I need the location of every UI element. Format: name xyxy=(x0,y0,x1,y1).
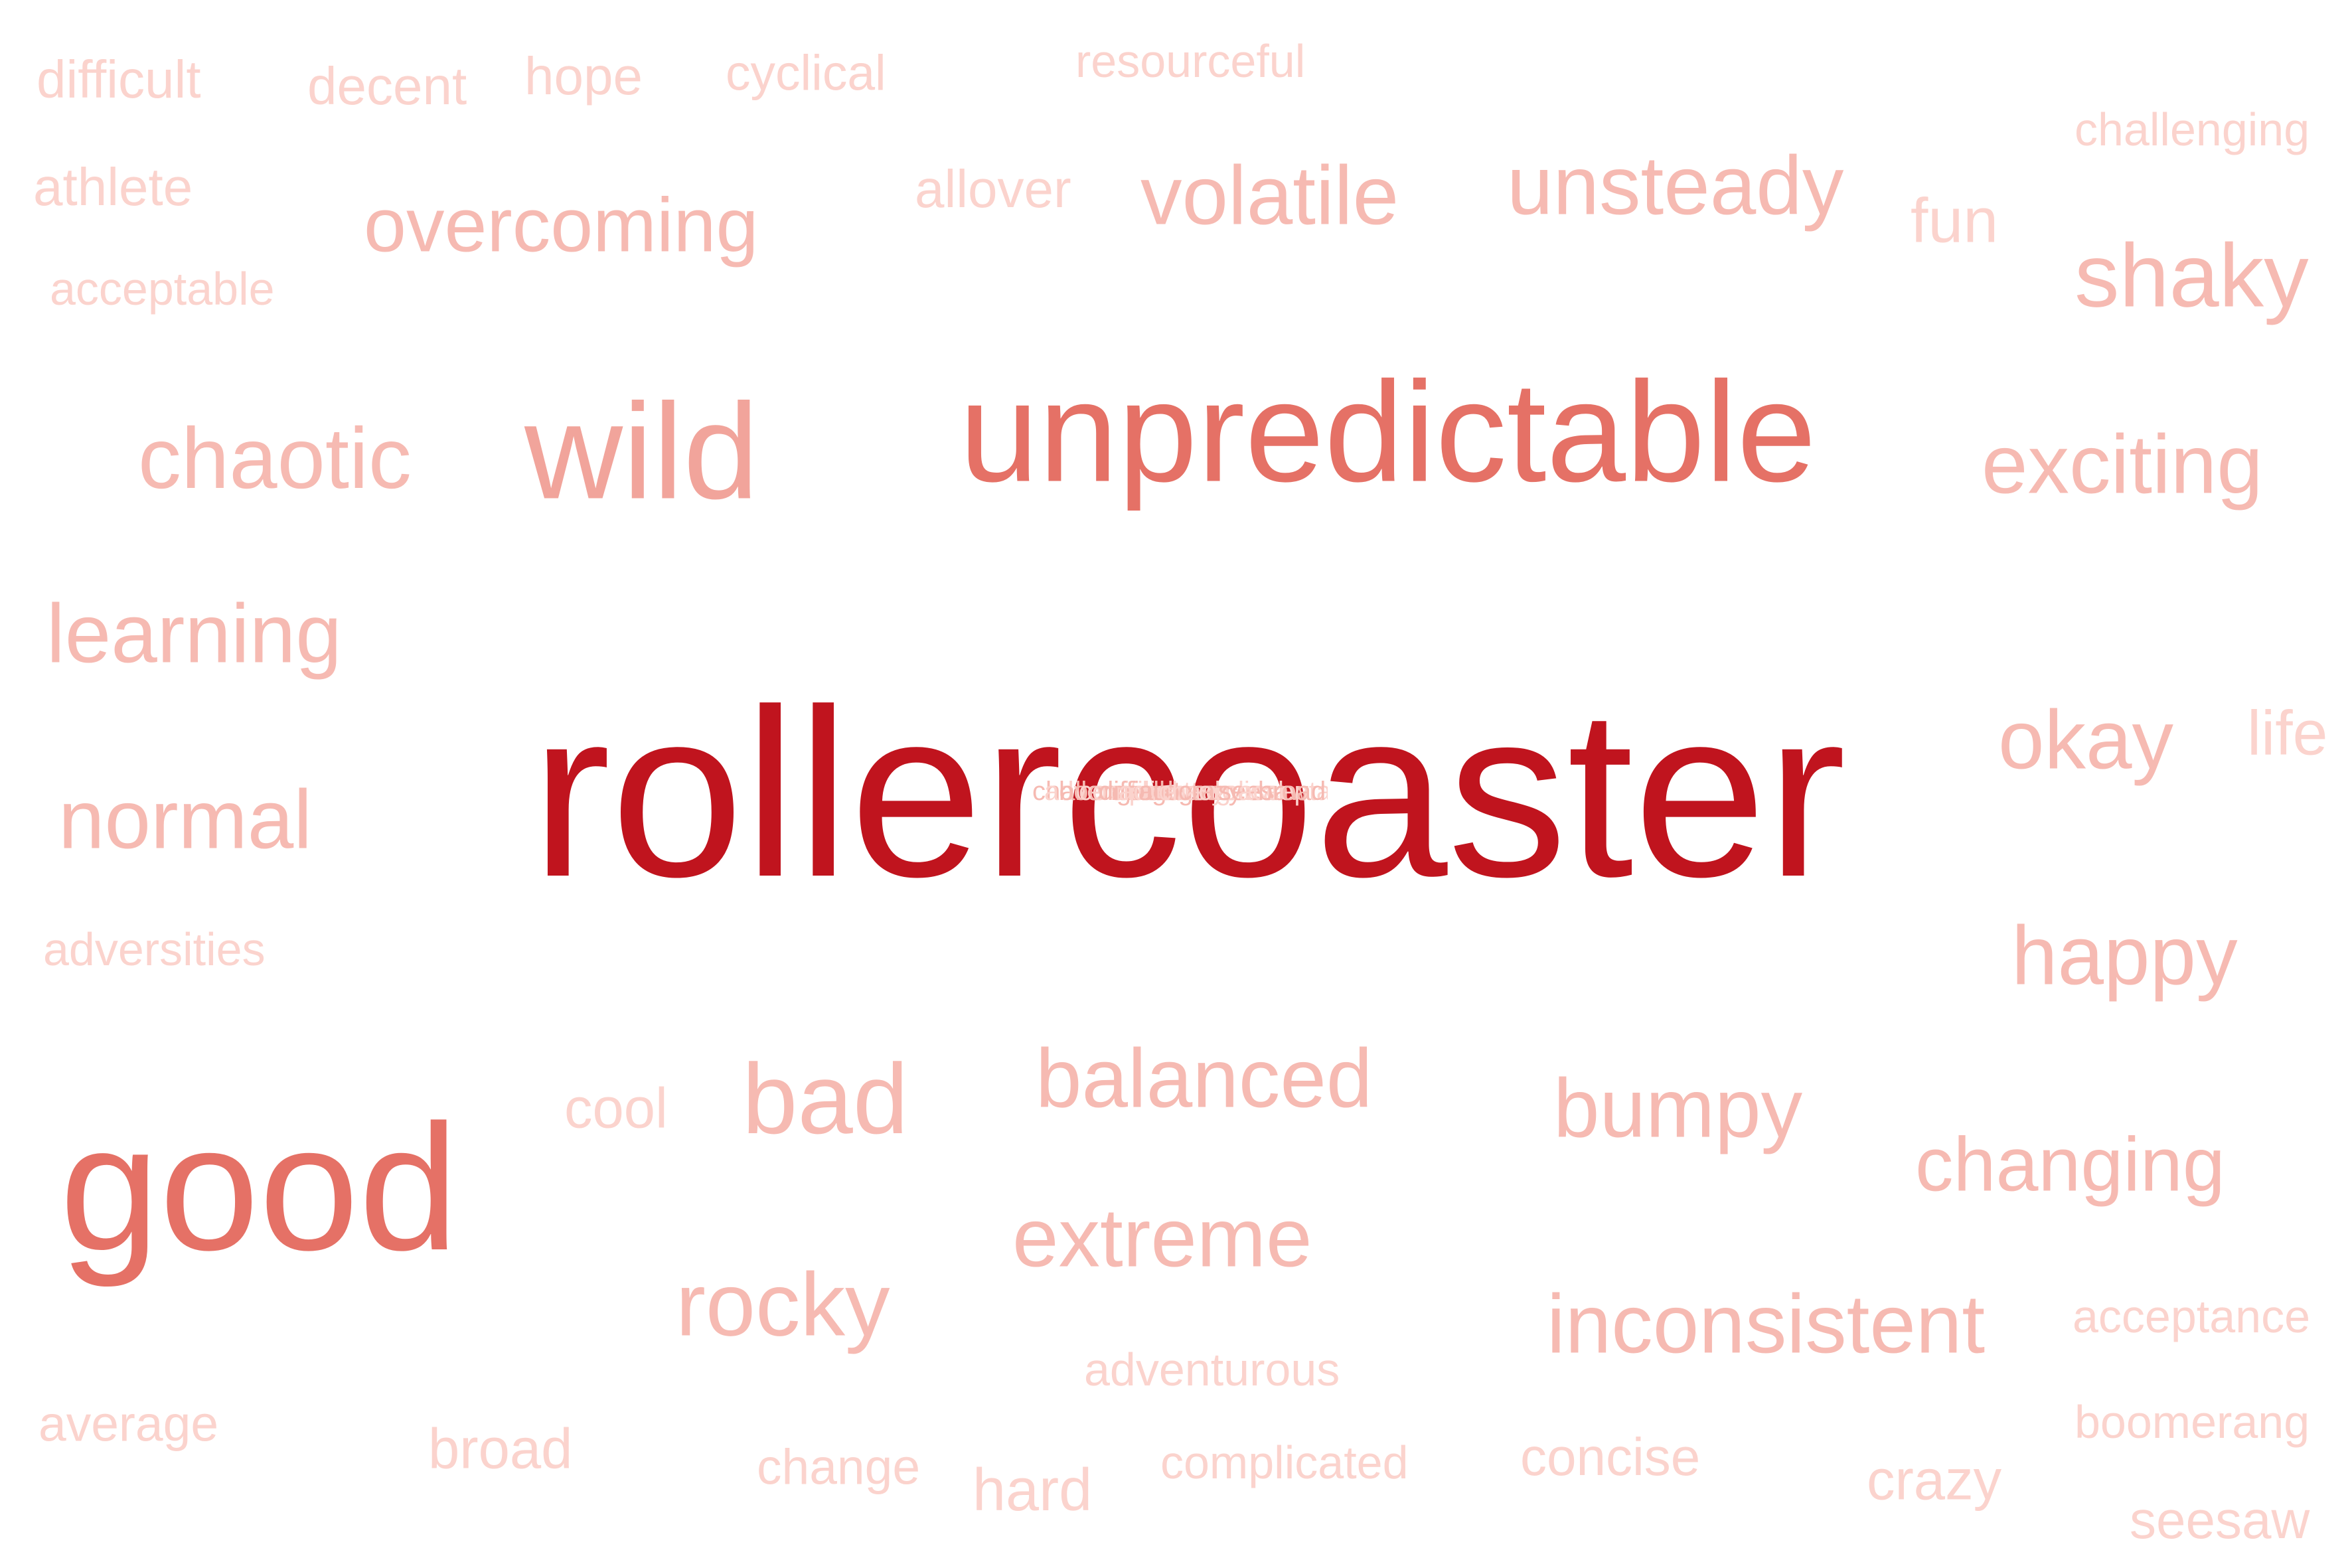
cluster-word: crazy xyxy=(1178,777,1242,806)
word-volatile: volatile xyxy=(1140,149,1399,242)
word-happy: happy xyxy=(2011,909,2238,1002)
word-bad: bad xyxy=(742,1043,909,1154)
cluster-word: cyclical xyxy=(1198,777,1284,806)
word-hard: hard xyxy=(973,1457,1093,1524)
word-normal: normal xyxy=(58,773,313,866)
word-average: average xyxy=(39,1395,219,1452)
cluster-word: seesaw xyxy=(1218,777,1308,806)
word-exciting: exciting xyxy=(1982,418,2263,511)
word-fun: fun xyxy=(1911,185,1999,256)
word-rocky: rocky xyxy=(676,1254,890,1355)
word-crazy: crazy xyxy=(1867,1449,2002,1512)
word-change: change xyxy=(757,1439,921,1495)
word-unsteady: unsteady xyxy=(1507,139,1844,232)
word-learning: learning xyxy=(46,588,342,680)
word-broad: broad xyxy=(428,1417,573,1481)
word-seesaw: seesaw xyxy=(2130,1490,2310,1549)
cluster-word: adventurous xyxy=(1119,777,1265,806)
word-bumpy: bumpy xyxy=(1553,1062,1803,1155)
cluster-word: challenging xyxy=(1032,777,1167,806)
word-cyclical: cyclical xyxy=(726,44,886,101)
word-acceptable: acceptable xyxy=(50,263,275,315)
word-chaotic: chaotic xyxy=(138,410,412,507)
word-resourceful: resourceful xyxy=(1075,35,1306,87)
word-overcoming: overcoming xyxy=(364,183,759,268)
word-shaky: shaky xyxy=(2075,225,2309,326)
word-balanced: balanced xyxy=(1036,1032,1373,1125)
word-okay: okay xyxy=(1998,694,2174,787)
word-acceptance: acceptance xyxy=(2073,1291,2311,1342)
word-challenging: challenging xyxy=(2075,104,2310,155)
word-boomerang: boomerang xyxy=(2075,1396,2310,1448)
word-adversities: adversities xyxy=(43,923,266,975)
word-wild: wild xyxy=(524,375,759,528)
word-inconsistent: inconsistent xyxy=(1547,1278,1986,1371)
word-cool: cool xyxy=(564,1077,668,1140)
word-hope: hope xyxy=(524,46,643,106)
cluster-word: acceptable xyxy=(1238,777,1328,806)
cluster-word: change xyxy=(1158,777,1246,806)
word-rollercoaster: rollercoaster xyxy=(531,660,1846,927)
word-extreme: extreme xyxy=(1012,1192,1312,1285)
word-decent: decent xyxy=(307,56,467,116)
word-complicated: complicated xyxy=(1160,1437,1409,1488)
word-allover: allover xyxy=(915,159,1071,218)
overlapping-word-cluster: challenging adversities boomerang compli… xyxy=(1032,770,1328,810)
word-life: life xyxy=(2247,698,2328,769)
word-concise: concise xyxy=(1520,1427,1701,1486)
cluster-word: allover xyxy=(1138,777,1217,806)
word-adventurous: adventurous xyxy=(1084,1344,1340,1395)
word-good: good xyxy=(60,1088,459,1288)
word-athlete: athlete xyxy=(33,157,193,216)
cluster-word: difficult xyxy=(1099,777,1181,806)
word-unpredictable: unpredictable xyxy=(959,351,1816,512)
cluster-word: complicated xyxy=(1079,777,1221,806)
word-changing: changing xyxy=(1915,1122,2225,1208)
cluster-word: boomerang xyxy=(1059,777,1194,806)
cluster-word: adversities xyxy=(1044,777,1172,806)
cluster-word: broad xyxy=(1258,777,1326,806)
word-difficult: difficult xyxy=(37,50,201,109)
